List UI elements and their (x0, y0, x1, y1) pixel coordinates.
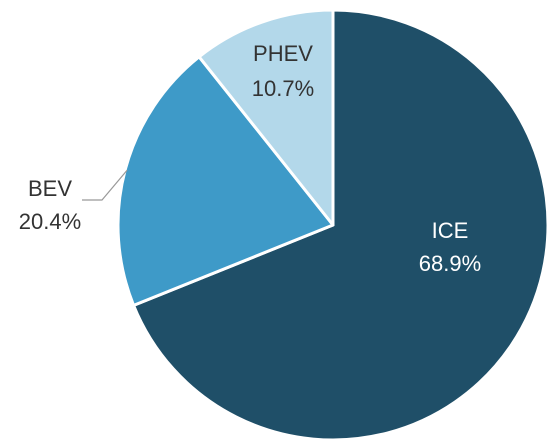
slice-value-label: 10.7% (252, 76, 314, 101)
slice-value-label: 68.9% (419, 251, 481, 276)
pie-slice (197, 8, 335, 227)
pie-slice (116, 55, 335, 307)
slice-label: BEV (28, 176, 72, 201)
slice-label: PHEV (253, 41, 313, 66)
slice-label: ICE (432, 218, 469, 243)
leader-line (82, 169, 128, 201)
pie-slice (132, 8, 547, 441)
slice-value-label: 20.4% (19, 209, 81, 234)
